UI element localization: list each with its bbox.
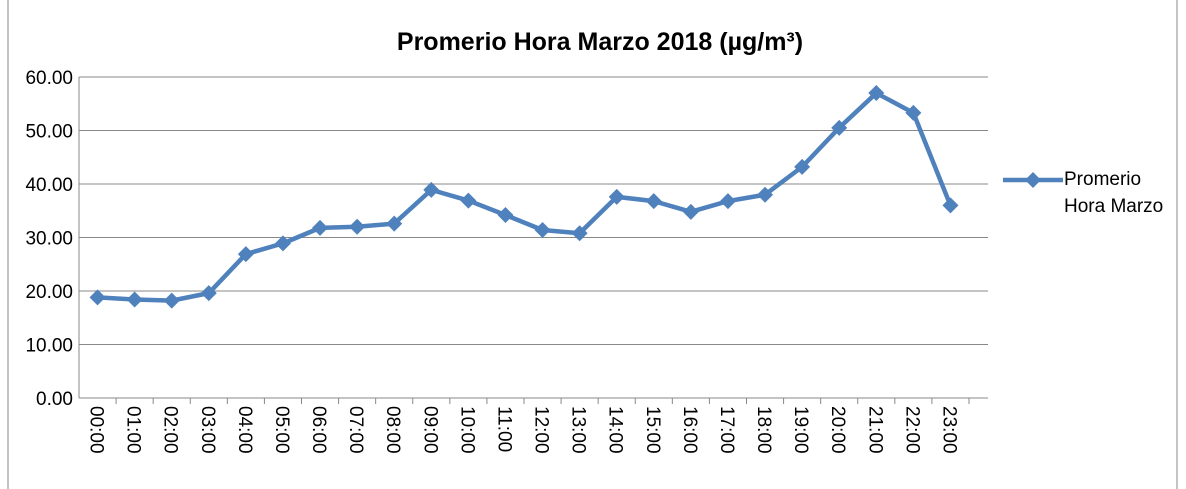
marker [719, 193, 736, 210]
line [97, 90, 953, 303]
x-tick-label: 07:00 [345, 406, 366, 454]
legend-label: Promerio Hora Marzo [1064, 169, 1164, 217]
x-tick-label: 13:00 [568, 406, 589, 454]
marker [608, 188, 625, 205]
x-tick-label: 04:00 [234, 406, 255, 454]
y-tick-label: 10.00 [25, 336, 73, 357]
marker [349, 218, 366, 235]
marker [126, 291, 143, 308]
marker [682, 203, 699, 220]
chart-border [7, 0, 1178, 489]
x-tick-label: 15:00 [642, 406, 663, 454]
marker [386, 215, 403, 232]
marker [534, 222, 551, 239]
marker [312, 219, 329, 236]
y-tick-label: 40.00 [25, 175, 73, 196]
y-tick-label: 20.00 [25, 282, 73, 303]
x-tick-label: 20:00 [827, 406, 848, 454]
y-tick-label: 0.00 [36, 389, 73, 410]
marker [645, 193, 662, 210]
x-tick-label: 00:00 [86, 406, 107, 454]
x-tick-label: 18:00 [753, 406, 774, 454]
marker [905, 104, 922, 121]
marker [274, 235, 291, 252]
y-tick-label: 30.00 [25, 229, 73, 250]
marker [89, 289, 106, 306]
x-tick-label: 23:00 [938, 406, 959, 454]
chart-title: Promerio Hora Marzo 2018 (µg/m³) [397, 28, 803, 56]
marker [200, 285, 217, 302]
x-tick-label: 21:00 [864, 406, 885, 454]
marker [942, 197, 959, 214]
marker [237, 246, 254, 263]
x-tick-label: 08:00 [382, 406, 403, 454]
x-tick-label: 22:00 [901, 406, 922, 454]
x-tick-label: 12:00 [531, 406, 552, 454]
x-tick-label: 03:00 [197, 406, 218, 454]
y-tick-label: 50.00 [25, 122, 73, 143]
x-tick-label: 06:00 [308, 406, 329, 454]
legend-marker [1025, 172, 1041, 188]
x-tick-label: 11:00 [493, 406, 514, 452]
marker [571, 225, 588, 242]
x-tick-label: 17:00 [716, 406, 737, 454]
x-tick-label: 05:00 [271, 406, 292, 454]
marker [794, 158, 811, 175]
marker [460, 192, 477, 209]
marker [163, 292, 180, 309]
marker [868, 85, 885, 102]
x-tick-label: 14:00 [605, 406, 626, 454]
x-tick-label: 02:00 [160, 406, 181, 454]
x-tick-label: 09:00 [419, 406, 440, 454]
marker [497, 207, 514, 224]
x-tick-label: 19:00 [790, 406, 811, 454]
y-tick-label: 60.00 [25, 68, 73, 89]
x-tick-label: 01:00 [123, 406, 144, 454]
marker [423, 181, 440, 198]
marker [757, 186, 774, 203]
marker [831, 119, 848, 136]
x-tick-label: 10:00 [456, 406, 477, 454]
x-tick-label: 16:00 [679, 406, 700, 454]
